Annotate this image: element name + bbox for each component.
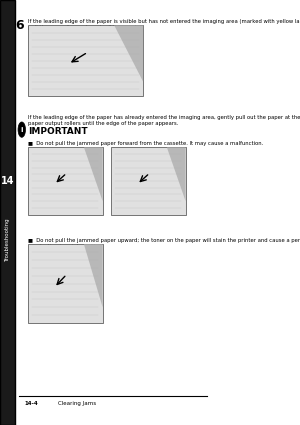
Text: If the leading edge of the paper has already entered the imaging area, gently pu: If the leading edge of the paper has alr…	[28, 115, 300, 125]
Text: ■  Do not pull the jammed paper forward from the cassette. It may cause a malfun: ■ Do not pull the jammed paper forward f…	[28, 141, 263, 146]
Text: Troubleshooting: Troubleshooting	[5, 218, 10, 262]
Text: 6: 6	[15, 19, 24, 32]
Text: ■  Do not pull the jammed paper upward; the toner on the paper will stain the pr: ■ Do not pull the jammed paper upward; t…	[28, 238, 300, 249]
Polygon shape	[69, 244, 103, 307]
Text: 14: 14	[1, 176, 14, 186]
Bar	[111, 147, 186, 215]
Text: IMPORTANT: IMPORTANT	[28, 128, 88, 136]
Circle shape	[18, 122, 26, 137]
Text: Clearing Jams: Clearing Jams	[58, 401, 96, 406]
Polygon shape	[152, 147, 186, 201]
Bar	[28, 244, 103, 323]
Bar	[28, 147, 103, 215]
Text: If the leading edge of the paper is visible but has not entered the imaging area: If the leading edge of the paper is visi…	[28, 19, 300, 30]
FancyBboxPatch shape	[0, 0, 14, 425]
Bar	[28, 26, 143, 96]
Text: 14-4: 14-4	[25, 401, 39, 406]
Text: i: i	[20, 127, 23, 133]
Polygon shape	[91, 26, 143, 82]
Polygon shape	[69, 147, 103, 201]
